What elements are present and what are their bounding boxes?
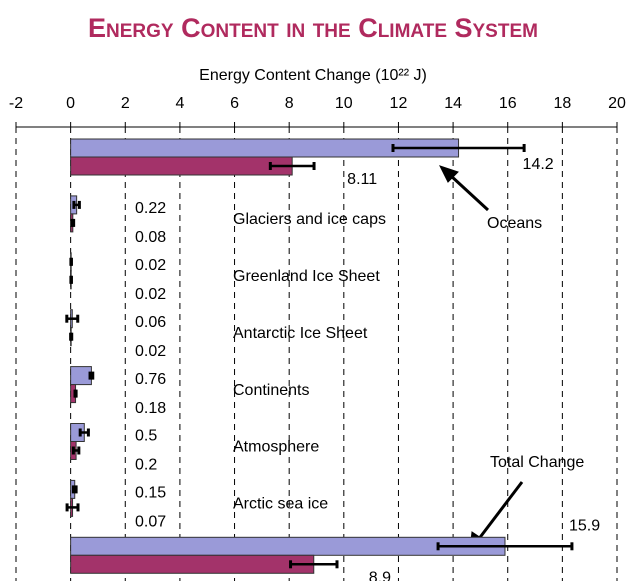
value-label: 15.9 xyxy=(569,518,600,535)
x-tick-label: 6 xyxy=(230,95,239,112)
category-label: Arctic sea ice xyxy=(233,496,328,513)
chart-title: Energy Content in the Climate System xyxy=(88,13,538,43)
x-tick-label: 10 xyxy=(335,95,353,112)
x-tick-label: 0 xyxy=(66,95,75,112)
x-tick-label: 18 xyxy=(553,95,571,112)
x-tick-label: -2 xyxy=(9,95,23,112)
category-label: Antarctic Ice Sheet xyxy=(233,325,368,342)
bar xyxy=(70,366,92,386)
value-label: 0.22 xyxy=(135,200,166,217)
value-label: 0.06 xyxy=(135,314,166,331)
x-tick-label: 12 xyxy=(390,95,408,112)
value-label: 0.07 xyxy=(135,514,166,531)
value-label: 0.76 xyxy=(135,371,166,388)
category-label: Glaciers and ice caps xyxy=(233,211,386,228)
value-label: 0.08 xyxy=(135,229,166,246)
value-label: 0.02 xyxy=(135,286,166,303)
x-axis-label: Energy Content Change (10²² J) xyxy=(199,67,427,84)
value-label: 0.5 xyxy=(135,428,157,445)
bar xyxy=(70,156,293,176)
x-tick-label: 14 xyxy=(444,95,462,112)
value-label: 0.15 xyxy=(135,485,166,502)
x-tick-label: 4 xyxy=(175,95,184,112)
value-label: 8.9 xyxy=(369,570,391,581)
value-label: 0.2 xyxy=(135,457,157,474)
x-tick-label: 20 xyxy=(608,95,626,112)
value-label: 0.02 xyxy=(135,343,166,360)
category-label: Continents xyxy=(233,382,310,399)
value-label: 0.18 xyxy=(135,400,166,417)
value-label: 14.2 xyxy=(523,156,554,173)
category-label: Total Change xyxy=(490,454,584,471)
category-label: Oceans xyxy=(487,215,542,232)
x-tick-label: 2 xyxy=(121,95,130,112)
category-label: Greenland Ice Sheet xyxy=(233,268,380,285)
bar xyxy=(70,554,315,574)
category-label: Atmosphere xyxy=(233,439,319,456)
x-tick-label: 8 xyxy=(285,95,294,112)
value-label: 8.11 xyxy=(347,171,377,188)
x-tick-label: 16 xyxy=(499,95,517,112)
value-label: 0.02 xyxy=(135,257,166,274)
